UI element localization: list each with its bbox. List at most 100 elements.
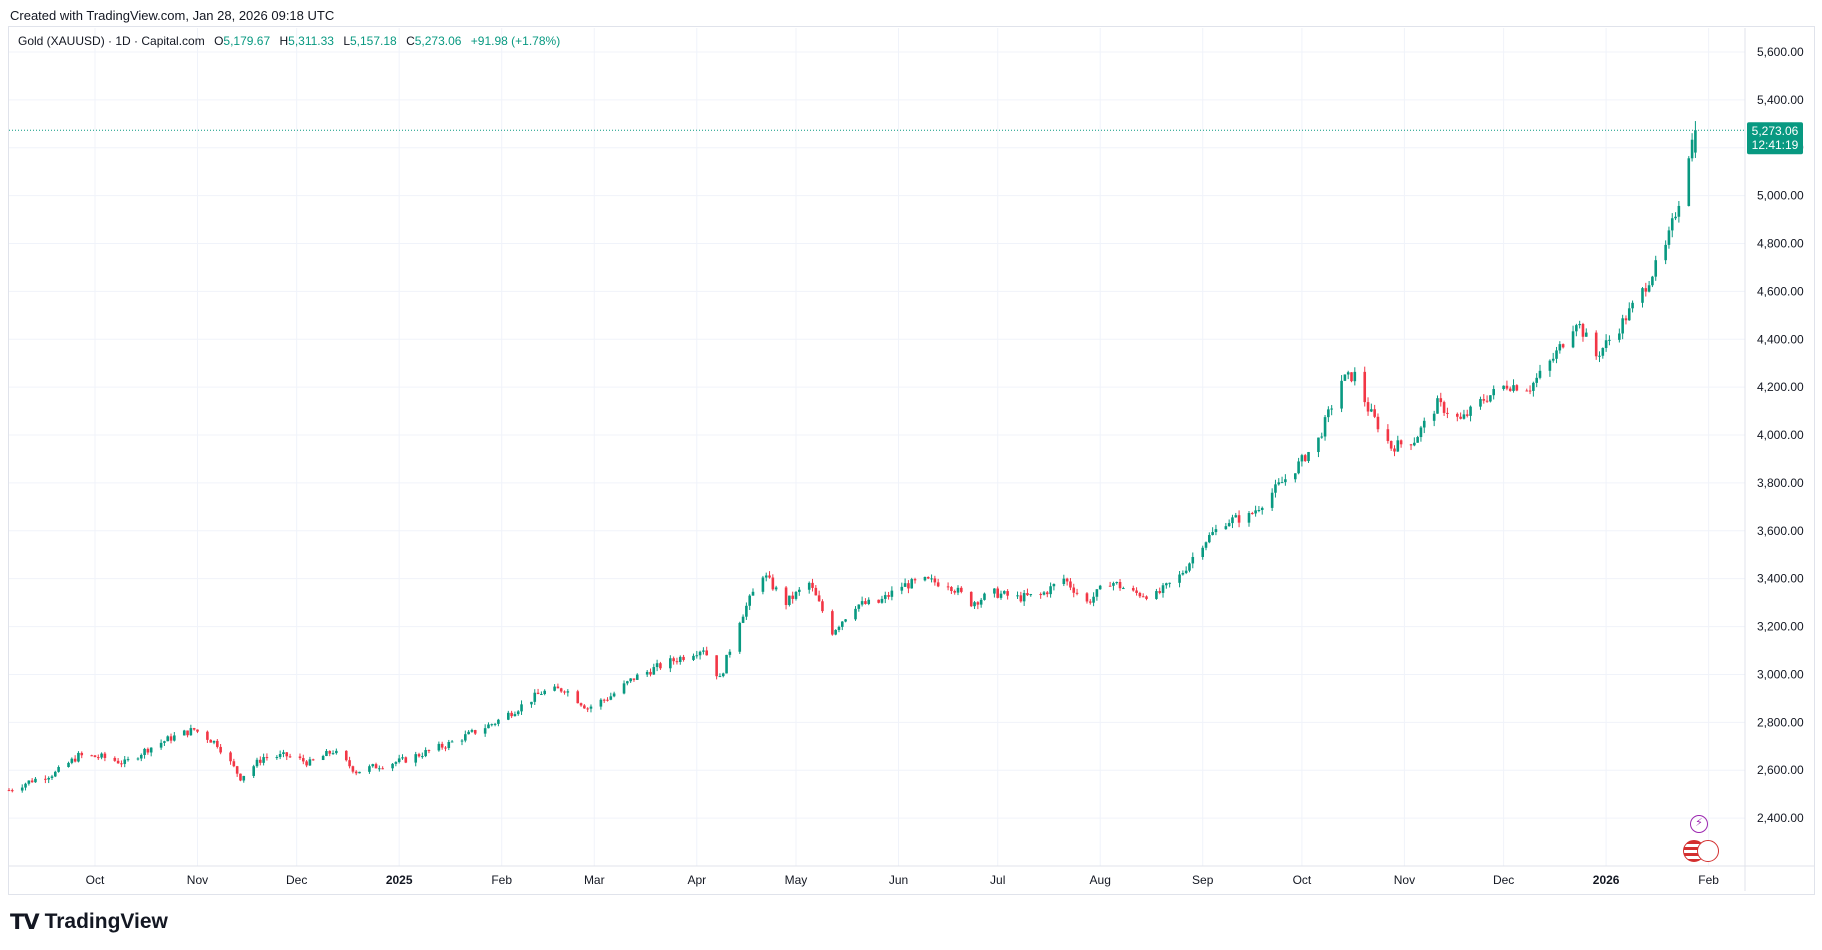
candle-body [788,595,791,606]
candle-body [464,734,467,741]
candle-body [219,746,222,753]
candle-body [1122,588,1125,590]
candle-body [473,730,477,734]
candle-body [252,766,255,776]
candle-body [1618,333,1621,340]
candle-body [30,780,34,783]
candle-body [24,783,27,788]
candle-body [1092,596,1095,603]
candle-body [1694,130,1697,153]
candle-body [1303,455,1307,462]
y-tick-label: 4,600.00 [1757,284,1804,298]
candle-body [956,587,960,593]
candle-body [979,599,983,605]
candle-body [1343,374,1347,381]
lightning-icon[interactable]: ⚡ [1690,815,1708,833]
candle-body [622,683,626,694]
candle-body [953,591,957,593]
candle-body [844,619,847,622]
candle-body [1214,529,1218,533]
candle-body [1584,332,1588,337]
x-tick-label: Jun [889,873,908,887]
candle-body [1062,578,1066,585]
open-value: 5,179.67 [223,34,271,48]
candle-body [394,762,398,764]
change-value: +91.98 (+1.78%) [470,34,561,48]
candle-body [285,752,289,757]
candle-body [34,778,37,783]
candle-body [1598,355,1601,357]
candle-body [745,605,748,617]
candle-body [1135,590,1138,593]
candle-body [1594,332,1598,357]
candle-body [1260,507,1264,511]
candle-body [1624,318,1628,321]
candle-body [53,771,57,777]
candle-body [1161,585,1165,593]
candle-body [321,755,325,760]
candle-body [374,764,378,769]
candle-body [1459,416,1462,419]
candle-body [1178,574,1181,583]
candle-body [1026,593,1029,596]
candle-body [1072,587,1076,593]
candle-body [579,703,583,706]
candle-body [632,678,636,680]
candle-body [718,676,722,678]
candle-body [173,735,176,741]
candle-body [1247,513,1251,523]
candle-body [7,790,11,792]
candle-body [1208,535,1211,543]
candle-body [860,601,864,605]
candle-body [1204,542,1208,548]
candle-body [123,759,127,764]
candle-body [136,758,140,760]
candle-body [1069,581,1072,588]
candle-body [728,651,732,655]
candle-body [768,575,771,578]
candle-body [1366,402,1370,412]
candle-body [1664,244,1667,261]
candle-body [308,759,312,766]
candle-body [1442,402,1446,413]
candle-body [1049,586,1052,595]
candle-body [1409,444,1413,446]
y-tick-label: 5,000.00 [1757,189,1804,203]
candle-body [44,778,47,780]
candle-body [1399,440,1403,445]
candle-body [996,588,999,598]
candle-body [797,589,801,592]
candle-body [1098,585,1102,590]
tradingview-logo[interactable]: TV TradingView [10,910,168,934]
candle-body [1548,360,1552,371]
symbol-title[interactable]: Gold (XAUUSD) · 1D · Capital.com [18,34,205,48]
candle-body [1670,218,1674,231]
candle-body [926,576,930,579]
candle-body [725,654,728,674]
candle-body [1373,409,1376,417]
candle-body [259,759,262,763]
candle-body [1561,344,1565,348]
candle-body [1257,510,1261,512]
x-tick-label: May [785,873,808,887]
candle-body [913,579,917,581]
candle-body [811,582,814,588]
y-tick-label: 3,800.00 [1757,476,1804,490]
candle-body [854,608,857,620]
x-tick-label: Apr [687,873,706,887]
candle-body [877,599,880,603]
candle-body [507,712,510,720]
event-marker-icon[interactable] [1697,840,1719,862]
candle-body [626,681,629,684]
candle-body [1270,492,1274,508]
candle-body [146,748,150,753]
candle-body [265,757,269,759]
candle-body [635,674,639,680]
candle-body [120,763,123,765]
candle-body [444,747,447,749]
y-tick-label: 2,400.00 [1757,811,1804,825]
candle-body [1641,288,1644,303]
candle-body [695,655,699,657]
y-tick-label: 2,600.00 [1757,763,1804,777]
